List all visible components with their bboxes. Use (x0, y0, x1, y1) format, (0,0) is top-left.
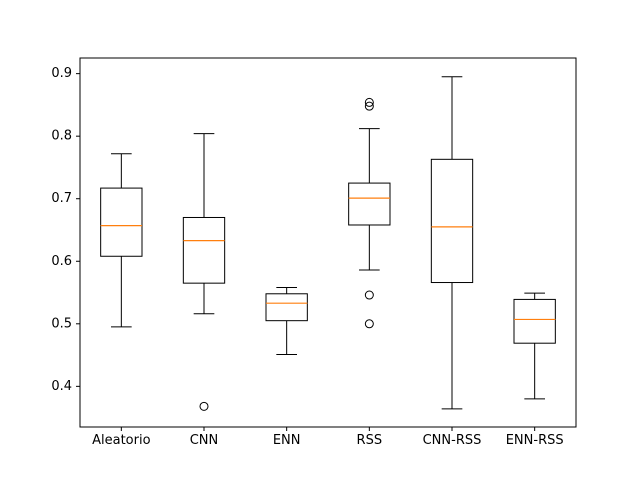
outlier-point (199, 401, 209, 411)
x-tick-label: ENN (273, 433, 301, 448)
y-tick-label: 0.5 (51, 316, 72, 331)
box-enn-rss (513, 292, 556, 400)
iqr-box (430, 158, 474, 284)
x-axis: Aleatorio CNN ENN RSS CNN-RSS ENN-RSS (92, 427, 564, 448)
y-tick-label: 0.4 (51, 379, 72, 394)
box-cnn (182, 133, 226, 411)
iqr-box (348, 182, 391, 226)
box-aleatorio (100, 153, 143, 328)
y-axis: 0.4 0.5 0.6 0.7 0.8 0.9 (51, 66, 80, 394)
iqr-box (182, 216, 226, 284)
x-tick-label: ENN-RSS (506, 433, 564, 448)
outlier-point (364, 290, 374, 300)
box-cnn-rss (430, 76, 474, 410)
outlier-point (364, 101, 374, 111)
outlier-point (364, 319, 374, 329)
box-rss (348, 97, 391, 329)
x-tick-label: Aleatorio (92, 433, 150, 448)
iqr-box (513, 298, 556, 344)
y-tick-label: 0.9 (51, 66, 72, 81)
x-tick-label: RSS (357, 433, 383, 448)
plot-frame (79, 57, 577, 428)
iqr-box (265, 293, 308, 322)
boxes-layer (100, 76, 556, 411)
x-tick-label: CNN (190, 433, 219, 448)
iqr-box (100, 187, 143, 257)
outlier-point (364, 97, 374, 107)
y-tick-label: 0.7 (51, 191, 72, 206)
y-tick-label: 0.6 (51, 254, 72, 269)
x-tick-label: CNN-RSS (423, 433, 482, 448)
y-tick-label: 0.8 (51, 129, 72, 144)
box-enn (265, 287, 308, 355)
